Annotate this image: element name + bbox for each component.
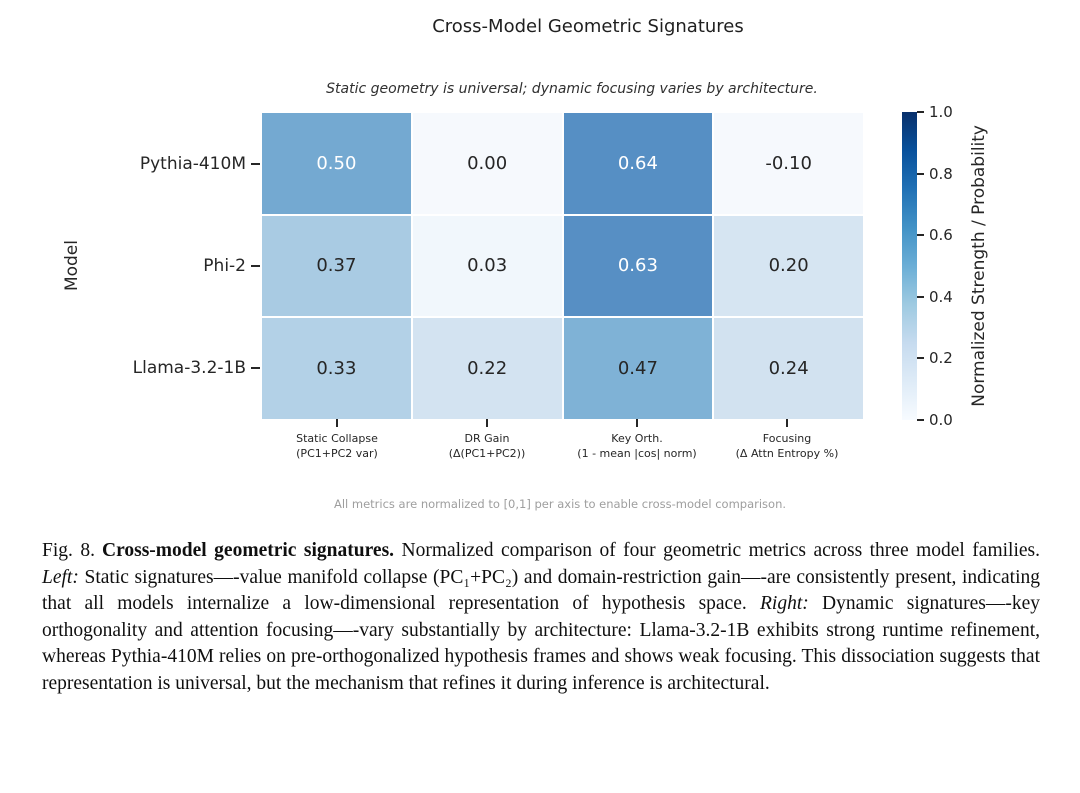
- colorbar-tick-label: 1.0: [929, 103, 953, 121]
- caption-figure-number: Fig. 8.: [42, 540, 95, 561]
- x-tick-label: Static Collapse (PC1+PC2 var): [296, 432, 378, 460]
- colorbar-tick-mark: [917, 295, 924, 298]
- heatmap-cell: 0.33: [262, 318, 411, 419]
- caption-bold-title: Cross-model geometric signatures.: [101, 540, 395, 561]
- colorbar-tick-label: 0.8: [929, 164, 953, 183]
- colorbar-tick-label: 0.2: [929, 349, 953, 368]
- y-tick-label: Llama-3.2-1B: [132, 358, 246, 378]
- y-tick-mark: [251, 163, 260, 165]
- colorbar-label-wrap: Normalized Strength / Probability: [964, 58, 994, 474]
- x-tick-label: Focusing (Δ Attn Entropy %): [735, 432, 839, 460]
- heatmap-cell: -0.10: [714, 113, 863, 214]
- heatmap-cell: 0.64: [563, 113, 713, 214]
- heatmap-cell: 0.00: [412, 113, 562, 214]
- y-tick-mark: [251, 367, 260, 369]
- y-tick-label: Phi-2: [203, 256, 246, 276]
- colorbar-tick-mark: [917, 172, 924, 175]
- chart-footnote: All metrics are normalized to [0,1] per …: [333, 497, 787, 511]
- figure-caption: Fig. 8. Cross-model geometric signatures.…: [42, 538, 1040, 697]
- x-tick-mark: [336, 419, 338, 427]
- heatmap-cell: 0.63: [563, 215, 713, 317]
- x-tick-label: Key Orth. (1 - mean |cos| norm): [577, 432, 697, 460]
- heatmap-grid: 0.50 0.00 0.64 -0.10 0.37 0.03 0.63 0.20 0.33 0.2…: [262, 113, 863, 419]
- x-tick-mark: [786, 419, 788, 427]
- caption-text: Dynamic signatures—-key orthogonality an…: [42, 593, 1040, 694]
- chart-title: Cross-Model Geometric Signatures: [432, 16, 744, 37]
- colorbar-tick-mark: [917, 111, 924, 113]
- y-tick-mark: [251, 265, 260, 267]
- colorbar-label: Normalized Strength / Probability: [969, 125, 989, 407]
- caption-text: Static signatures—-value manifold collap…: [42, 566, 1040, 615]
- x-tick-label: DR Gain (Δ(PC1+PC2)): [448, 432, 526, 460]
- colorbar-tick-mark: [917, 357, 924, 360]
- colorbar-tick-label: 0.4: [929, 287, 953, 306]
- x-tick-mark: [636, 419, 638, 427]
- colorbar-tick-mark: [917, 234, 924, 237]
- colorbar-tick-label: 0.6: [929, 226, 953, 245]
- y-tick-label: Pythia-410M: [139, 154, 246, 174]
- heatmap-cell: 0.20: [714, 215, 863, 317]
- x-tick-mark: [486, 419, 488, 427]
- heatmap-cell: 0.37: [262, 215, 411, 317]
- heatmap-cell: 0.50: [262, 113, 411, 214]
- heatmap-cell: 0.03: [412, 215, 562, 317]
- colorbar-tick-mark: [917, 419, 924, 421]
- chart-subtitle: Static geometry is universal; dynamic fo…: [326, 81, 818, 97]
- caption-text: Normalized comparison of four geometric …: [394, 540, 1040, 561]
- caption-left-marker: Left:: [42, 566, 79, 588]
- colorbar-tick-label: 0.0: [929, 411, 953, 429]
- heatmap-cell: 0.24: [714, 318, 863, 419]
- heatmap-cell: 0.47: [563, 318, 713, 419]
- caption-right-marker: Right:: [760, 593, 809, 614]
- heatmap-cell: 0.22: [412, 318, 562, 419]
- colorbar: [902, 112, 917, 420]
